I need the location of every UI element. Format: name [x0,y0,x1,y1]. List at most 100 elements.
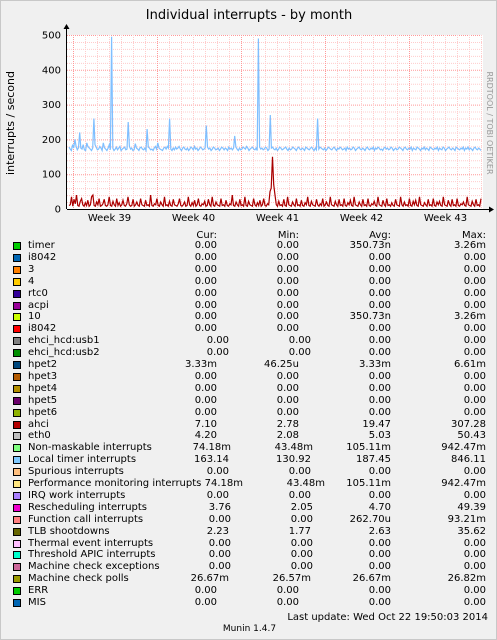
munin-version: Munin 1.4.7 [222,624,277,634]
legend-value-max: 0.00 [463,597,486,608]
legend-swatch [13,289,21,298]
legend-swatch [13,468,21,477]
legend-value-max: 0.00 [463,549,486,561]
legend-value-avg: 0.00 [368,263,391,275]
legend-value-min: 0.00 [290,561,313,573]
legend-value-min: 0.00 [276,406,299,418]
legend-label: i8042 [28,323,57,335]
legend-row: hpet3 0.00 0.00 0.00 0.00 [13,371,493,383]
legend-value-max: 0.00 [463,299,486,311]
legend-value-avg: 262.70u [349,513,391,525]
legend-value-avg: 350.73n [349,311,391,323]
grid-layer [67,35,483,210]
legend-value-avg: 0.00 [368,382,391,394]
legend-row: timer 0.00 0.00 350.73n 3.26m [13,240,493,252]
legend-value-min: 0.00 [276,597,299,608]
series-line [68,36,482,153]
legend-value-max: 0.00 [463,561,486,573]
legend-label: Non-maskable interrupts [28,442,152,454]
legend-row: eth0 4.20 2.08 5.03 50.43 [13,430,493,442]
legend-swatch [13,325,21,334]
legend-swatch [13,277,21,286]
legend-swatch [13,456,21,465]
legend-swatch [13,396,21,405]
legend-value-avg: 0.00 [368,394,391,406]
legend-row: hpet5 0.00 0.00 0.00 0.00 [13,395,493,407]
legend-value-max: 6.61m [453,359,486,370]
legend-swatch [13,408,21,417]
legend-row: TLB shootdowns 2.23 1.77 2.63 35.62 [13,526,493,538]
legend-value-max: 0.00 [463,323,486,335]
legend-value-min: 0.00 [290,537,313,549]
legend-value-avg: 2.63 [368,525,391,537]
legend-value-avg: 0.00 [368,489,391,501]
axis-layer: 0 100 200 300 400 500 Week 39 Week 40 Week 41 Wee… [42,24,494,224]
legend-label: acpi [28,299,49,311]
legend-label: 10 [28,311,41,323]
legend-swatch [13,242,21,250]
legend-value-min: 0.00 [290,549,313,561]
legend-swatch [13,515,21,524]
legend-value-avg: 187.45 [356,454,391,466]
rrdtool-credit: RRDTOOL / TOBI OETIKER [485,71,494,174]
legend-swatch [13,265,21,274]
legend-row: hpet6 0.00 0.00 0.00 0.00 [13,407,493,419]
legend-value-max: 49.39 [457,501,486,513]
legend-value-min: 1.77 [288,525,311,537]
legend-value-avg: 0.00 [368,347,391,359]
legend-value-avg: 0.00 [368,537,391,549]
legend-row: ahci 7.10 2.78 19.47 307.28 [13,419,493,431]
legend-value-max: 942.47m [441,442,486,454]
legend-value-cur: 163.14 [194,454,229,466]
legend-row: 10 0.00 0.00 350.73n 3.26m [13,311,493,323]
legend-value-cur: 74.18m [204,478,243,489]
legend-swatch [13,337,21,346]
legend-value-avg: 19.47 [362,418,391,430]
legend-label: hpet6 [28,406,58,418]
legend-label: Machine check polls [28,573,129,585]
legend-label: 4 [28,275,35,287]
legend-header-max: Max: [461,230,486,241]
legend-row: Performance monitoring interrupts 74.18m 4… [13,478,493,490]
legend-swatch [13,384,21,393]
legend-label: timer [28,240,55,251]
legend-label: Rescheduling interrupts [28,501,148,513]
legend-value-avg: 0.00 [368,585,391,597]
legend-value-max: 0.00 [463,406,486,418]
legend-header-min: Min: [277,230,299,241]
legend-value-cur: 3.76 [208,501,231,513]
plot-area [67,35,483,209]
legend-swatch [13,527,21,536]
legend-value-max: 307.28 [451,418,486,430]
legend-value-max: 3.26m [453,311,486,323]
legend-value-min: 0.00 [276,585,299,597]
legend-label: Local timer interrupts [28,454,137,466]
legend-swatch [13,575,21,584]
legend-swatch [13,361,21,369]
legend-value-min: 0.00 [276,323,299,335]
legend-value-avg: 0.00 [368,299,391,311]
legend-swatch [13,313,21,322]
legend-value-avg: 0.00 [368,597,391,608]
legend-label: 3 [28,263,35,275]
legend-label: ehci_hcd:usb2 [28,347,100,359]
legend-value-min: 0.00 [288,347,311,359]
legend-value-min: 43.48m [286,478,325,489]
legend-row: IRQ work interrupts 0.00 0.00 0.00 0.00 [13,490,493,502]
y-tick-label: 500 [42,31,61,42]
legend-value-min: 43.48m [274,442,313,454]
legend-row: Spurious interrupts 0.00 0.00 0.00 0.00 [13,466,493,478]
legend-label: hpet4 [28,382,58,394]
legend-swatch [13,444,21,453]
legend-value-max: 93.21m [447,513,486,525]
legend-value-max: 846.11 [451,454,486,466]
legend-value-avg: 0.00 [368,549,391,561]
legend-value-max: 0.00 [463,275,486,287]
legend-value-cur: 0.00 [194,311,217,323]
legend-label: IRQ work interrupts [28,489,126,501]
legend-value-cur: 0.00 [206,335,229,347]
legend-value-avg: 5.03 [368,430,391,442]
legend-row: i8042 0.00 0.00 0.00 0.00 [13,323,493,335]
y-tick-label: 0 [55,205,61,216]
legend-value-cur: 0.00 [208,537,231,549]
